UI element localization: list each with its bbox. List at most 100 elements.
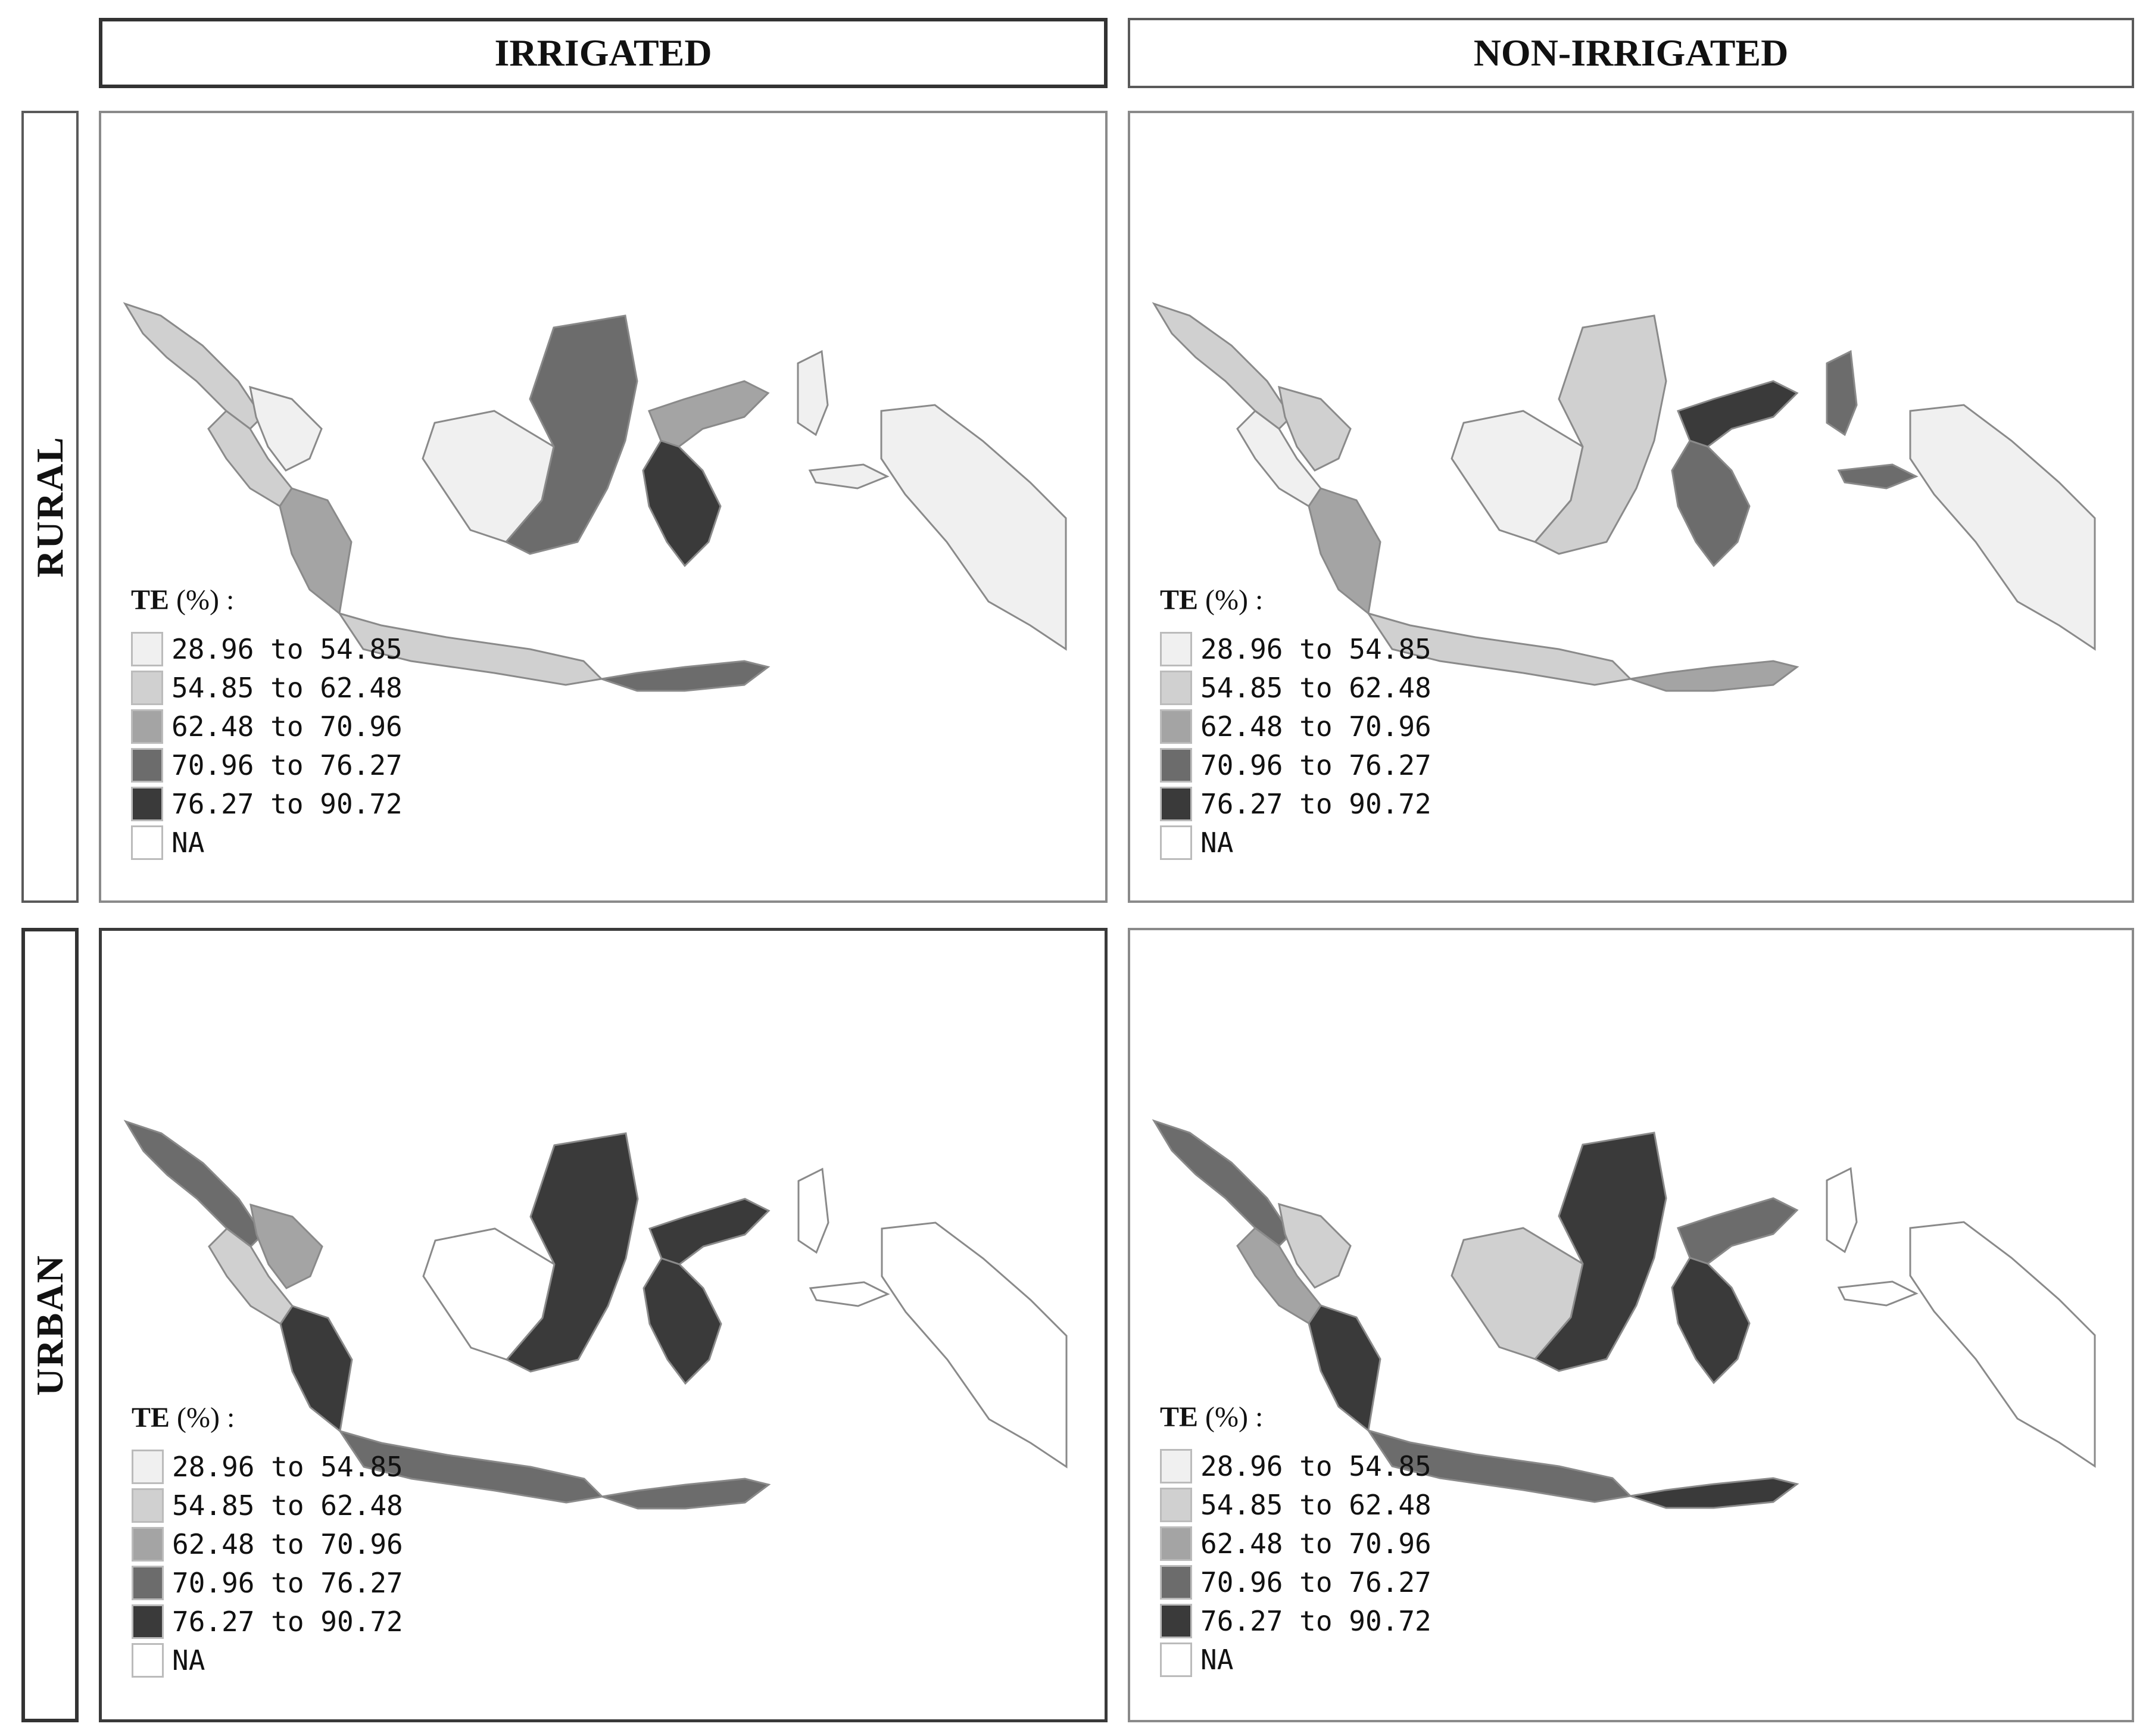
indonesia-map (1152, 1119, 2096, 1509)
legend-title-unit: (%) : (169, 584, 235, 616)
legend-item: 54.85 to 62.48 (131, 668, 488, 707)
map-panel-urban-irrigated: TE (%) : 28.96 to 54.85 54.85 to 62.48 62.4… (99, 928, 1108, 1722)
legend-item: 54.85 to 62.48 (1160, 1485, 1517, 1524)
legend-item: 76.27 to 90.72 (131, 784, 488, 823)
region-nusa (601, 660, 771, 692)
region-kalimantan-east (504, 314, 638, 555)
legend-label: 62.48 to 70.96 (171, 710, 403, 743)
legend-item: NA (1160, 823, 1517, 862)
legend-label: 54.85 to 62.48 (171, 671, 403, 704)
region-nusa (1630, 1477, 1799, 1509)
region-sumatra-south (279, 487, 353, 615)
region-sulawesi-south (1671, 1257, 1751, 1385)
region-sulawesi-north (648, 1198, 771, 1266)
region-sumatra-south (1308, 487, 1381, 615)
legend-swatch (1160, 1642, 1192, 1677)
column-header-label: IRRIGATED (494, 32, 712, 74)
region-sulawesi-north (1677, 380, 1799, 448)
region-sumatra-north (123, 1120, 264, 1248)
legend-swatch (1160, 1487, 1192, 1522)
region-sulawesi-north (1677, 1197, 1799, 1265)
legend-swatch (132, 1604, 164, 1639)
legend-item: 62.48 to 70.96 (1160, 707, 1517, 746)
legend-title-variable: TE (132, 1402, 170, 1433)
legend-swatch (1160, 1448, 1192, 1483)
legend-swatch (131, 709, 163, 744)
legend-title: TE (%) : (131, 584, 488, 616)
legend-item: NA (132, 1641, 489, 1679)
region-nusa (601, 1478, 771, 1510)
legend-swatch (131, 631, 163, 666)
region-papua (1909, 1221, 2096, 1468)
legend-item: 70.96 to 76.27 (1160, 746, 1517, 784)
region-sumatra-south (279, 1305, 353, 1433)
indonesia-map (1152, 302, 2096, 692)
legend-swatch (1160, 1526, 1192, 1561)
region-sumatra-north (123, 302, 263, 430)
row-header-label: RURAL (29, 436, 71, 578)
legend-label: 76.27 to 90.72 (1200, 1604, 1431, 1637)
legend-label: 76.27 to 90.72 (1200, 787, 1431, 820)
region-kalimantan-east (505, 1132, 639, 1373)
legend-title: TE (%) : (1160, 1401, 1517, 1433)
region-sulawesi-south (1671, 440, 1751, 568)
region-papua (880, 404, 1067, 651)
region-maluku (1826, 350, 1919, 490)
legend-title-unit: (%) : (170, 1402, 235, 1433)
region-sulawesi-south (642, 1257, 722, 1385)
region-sumatra-riau (1278, 1202, 1352, 1289)
legend-swatch (132, 1449, 164, 1484)
region-sumatra-north (1152, 302, 1292, 430)
region-kalimantan-east (1533, 314, 1667, 555)
row-header-rural: RURAL (21, 111, 79, 903)
legend-label: 28.96 to 54.85 (1200, 1450, 1431, 1482)
legend-label: NA (171, 826, 205, 859)
indonesia-map (123, 302, 1067, 692)
legend-swatch (1160, 1564, 1192, 1600)
region-papua (881, 1221, 1068, 1469)
legend-label: 54.85 to 62.48 (1200, 671, 1431, 704)
region-papua (1909, 404, 2096, 651)
legend-label: NA (1200, 1643, 1234, 1676)
legend-label: 62.48 to 70.96 (172, 1528, 403, 1560)
region-maluku (797, 350, 890, 490)
region-sulawesi-north (648, 380, 770, 448)
legend-title-variable: TE (1160, 1401, 1199, 1433)
legend-label: 28.96 to 54.85 (171, 632, 403, 665)
legend-swatch (132, 1526, 164, 1562)
map-legend: TE (%) : 28.96 to 54.85 54.85 to 62.48 62.4… (1160, 584, 1517, 862)
legend-label: 70.96 to 76.27 (1200, 1566, 1431, 1598)
legend-item: NA (131, 823, 488, 862)
legend-item: 62.48 to 70.96 (1160, 1524, 1517, 1563)
region-sumatra-riau (249, 385, 323, 472)
legend-label: 54.85 to 62.48 (172, 1489, 403, 1522)
legend-swatch (131, 747, 163, 783)
legend-item: 70.96 to 76.27 (1160, 1563, 1517, 1601)
region-sumatra-north (1152, 1119, 1292, 1247)
legend-swatch (131, 786, 163, 821)
legend-item: 62.48 to 70.96 (132, 1525, 489, 1563)
legend-title-unit: (%) : (1198, 1401, 1264, 1433)
legend-label: 70.96 to 76.27 (1200, 749, 1431, 781)
legend-swatch (1160, 1603, 1192, 1638)
map-panel-rural-irrigated: TE (%) : 28.96 to 54.85 54.85 to 62.48 62.4… (99, 111, 1108, 903)
row-header-label: URBAN (29, 1254, 71, 1396)
legend-swatch (131, 670, 163, 705)
legend-label: 76.27 to 90.72 (172, 1605, 403, 1638)
legend-label: 28.96 to 54.85 (1200, 632, 1431, 665)
map-legend: TE (%) : 28.96 to 54.85 54.85 to 62.48 62.4… (131, 584, 488, 862)
region-sumatra-riau (249, 1203, 323, 1289)
legend-title: TE (%) : (132, 1401, 489, 1434)
column-header-non-irrigated: NON-IRRIGATED (1128, 18, 2134, 88)
legend-label: 28.96 to 54.85 (172, 1450, 403, 1483)
legend-item: 28.96 to 54.85 (1160, 629, 1517, 668)
legend-item: 76.27 to 90.72 (1160, 1601, 1517, 1640)
region-sumatra-riau (1278, 385, 1352, 472)
legend-title-unit: (%) : (1198, 584, 1264, 616)
legend-item: 62.48 to 70.96 (131, 707, 488, 746)
legend-label: 62.48 to 70.96 (1200, 1527, 1431, 1560)
region-nusa (1630, 660, 1799, 692)
region-maluku (1826, 1167, 1919, 1307)
legend-label: 76.27 to 90.72 (171, 787, 403, 820)
legend-item: 28.96 to 54.85 (132, 1447, 489, 1486)
